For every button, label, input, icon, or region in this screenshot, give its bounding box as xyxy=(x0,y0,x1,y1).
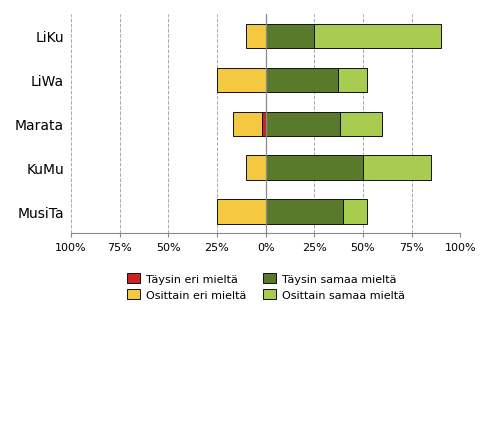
Bar xyxy=(340,112,382,136)
Bar xyxy=(266,200,343,224)
Bar xyxy=(266,156,363,180)
Bar xyxy=(266,25,314,49)
Bar xyxy=(246,156,266,180)
Bar xyxy=(262,112,266,136)
Bar xyxy=(363,156,431,180)
Bar xyxy=(233,112,262,136)
Bar xyxy=(266,112,340,136)
Bar xyxy=(266,69,338,93)
Bar xyxy=(343,200,367,224)
Bar xyxy=(246,25,266,49)
Bar xyxy=(314,25,441,49)
Bar xyxy=(217,200,266,224)
Bar xyxy=(338,69,367,93)
Legend: Täysin eri mieltä, Osittain eri mieltä, Täysin samaa mieltä, Osittain samaa miel: Täysin eri mieltä, Osittain eri mieltä, … xyxy=(122,269,409,305)
Bar xyxy=(217,69,266,93)
